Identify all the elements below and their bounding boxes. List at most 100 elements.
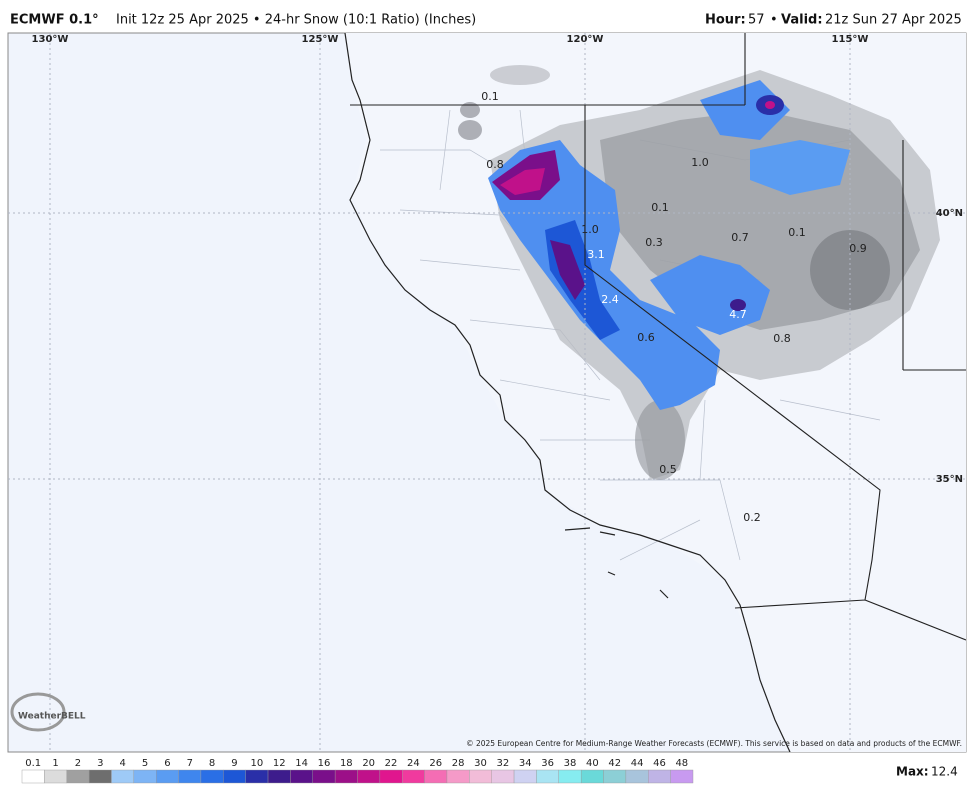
color-swatch (536, 769, 560, 784)
color-swatch (446, 769, 470, 784)
latitude-label: 35°N (936, 474, 963, 485)
colorbar-tick-label: 12 (273, 758, 286, 769)
color-swatch (513, 769, 537, 784)
coastline (344, 33, 791, 752)
logo-swirl (10, 692, 66, 732)
color-swatch (379, 769, 403, 784)
snow-amount-label: 0.9 (849, 242, 867, 255)
color-swatch (111, 769, 135, 784)
colorbar-tick-label: 7 (187, 758, 193, 769)
colorbar-tick-label: 34 (519, 758, 532, 769)
map: 0.1 0.8 1.0 0.1 1.0 0.3 0.7 0.1 0.9 3.1 2.4 4.7 0.8 0… (8, 33, 966, 752)
longitude-label: 125°W (302, 34, 339, 45)
max-value: 12.4 (931, 765, 958, 779)
valid-label: Valid: (781, 13, 823, 28)
snow-amount-label: 0.6 (637, 331, 655, 344)
colorbar-tick-label: 9 (231, 758, 237, 769)
snow-amount-label: 0.1 (481, 90, 499, 103)
color-swatch (290, 769, 313, 784)
colorbar-tick-label: 36 (541, 758, 554, 769)
color-swatch (670, 769, 694, 784)
color-swatch (603, 769, 627, 784)
colorbar-tick-label: 38 (564, 758, 577, 769)
longitude-label: 115°W (832, 34, 869, 45)
snow-amount-label: 2.4 (601, 293, 619, 306)
snow-amount-label: 0.8 (486, 158, 504, 171)
colorbar-tick-label: 48 (675, 758, 688, 769)
snow-amount-label: 0.3 (645, 236, 663, 249)
latitude-label: 40°N (936, 208, 963, 219)
colorbar-tick-label: 44 (631, 758, 644, 769)
color-swatch (178, 769, 202, 784)
snow-amount-label: 0.1 (651, 201, 669, 214)
color-swatch (21, 769, 45, 784)
colorbar-tick-label: 26 (429, 758, 442, 769)
colorbar-tick-label: 46 (653, 758, 666, 769)
hour: 57 (748, 13, 765, 28)
colorbar-tick-label: 2 (75, 758, 81, 769)
color-swatch (312, 769, 336, 784)
snow-amount-label: 0.2 (743, 511, 761, 524)
snow-amount-label: 1.0 (581, 223, 599, 236)
color-swatch (66, 769, 90, 784)
color-swatch (245, 769, 269, 784)
colorbar-tick-label: 20 (362, 758, 375, 769)
model-name: ECMWF 0.1° (10, 13, 99, 28)
subtitle: Init 12z 25 Apr 2025 • 24-hr Snow (10:1 … (116, 13, 476, 28)
copyright: © 2025 European Centre for Medium-Range … (466, 739, 962, 748)
snow-amount-label: 1.0 (691, 156, 709, 169)
colorbar-tick-label: 28 (452, 758, 465, 769)
snow-amount-label: 0.7 (731, 231, 749, 244)
colorbar: 0.1 1 2 3 4 5 6 7 8 9 10 12 14 16 18 20 22 24 26 28 30 32 34 36… (21, 758, 694, 784)
state-borders (350, 33, 966, 641)
color-swatch (334, 769, 358, 784)
colorbar-tick-label: 42 (608, 758, 621, 769)
colorbar-tick-label: 4 (119, 758, 125, 769)
hour-label: Hour: (705, 13, 746, 28)
snow-amount-label: 3.1 (587, 248, 605, 261)
colorbar-tick-label: 3 (97, 758, 103, 769)
colorbar-tick-label: 16 (318, 758, 331, 769)
snow-amount-label: 0.8 (773, 332, 791, 345)
colorbar-tick-label: 32 (497, 758, 510, 769)
snow-amount-label: 0.1 (788, 226, 806, 239)
color-swatch (44, 769, 67, 784)
colorbar-tick-label: 10 (250, 758, 263, 769)
color-swatch (424, 769, 448, 784)
color-swatch (558, 769, 582, 784)
color-swatch (88, 769, 112, 784)
separator: • (770, 13, 778, 28)
color-swatch (580, 769, 604, 784)
colorbar-tick-label: 5 (142, 758, 148, 769)
colorbar-tick-label: 0.1 (25, 758, 41, 769)
islands (564, 527, 669, 599)
color-swatch (648, 769, 671, 784)
colorbar-tick-label: 1 (52, 758, 58, 769)
max-label: Max: (896, 765, 929, 779)
colorbar-tick-label: 6 (164, 758, 170, 769)
snow-amount-label: 4.7 (729, 308, 747, 321)
color-swatch (402, 769, 425, 784)
colorbar-tick-label: 14 (295, 758, 308, 769)
color-swatch (267, 769, 291, 784)
longitude-label: 120°W (567, 34, 604, 45)
snow-amount-label: 0.5 (659, 463, 677, 476)
valid-time: 21z Sun 27 Apr 2025 (825, 13, 962, 28)
color-swatch (133, 769, 157, 784)
color-swatch (357, 769, 381, 784)
colorbar-tick-label: 30 (474, 758, 487, 769)
color-swatch (155, 769, 179, 784)
color-swatch (223, 769, 246, 784)
color-swatch (625, 769, 649, 784)
colorbar-tick-label: 18 (340, 758, 353, 769)
logo: WeatherBELL (18, 712, 86, 722)
colorbar-tick-label: 8 (209, 758, 215, 769)
color-swatch (491, 769, 515, 784)
longitude-label: 130°W (32, 34, 69, 45)
colorbar-tick-label: 40 (586, 758, 599, 769)
color-swatch (469, 769, 492, 784)
colorbar-tick-label: 22 (385, 758, 398, 769)
snow-heavy (488, 80, 850, 410)
